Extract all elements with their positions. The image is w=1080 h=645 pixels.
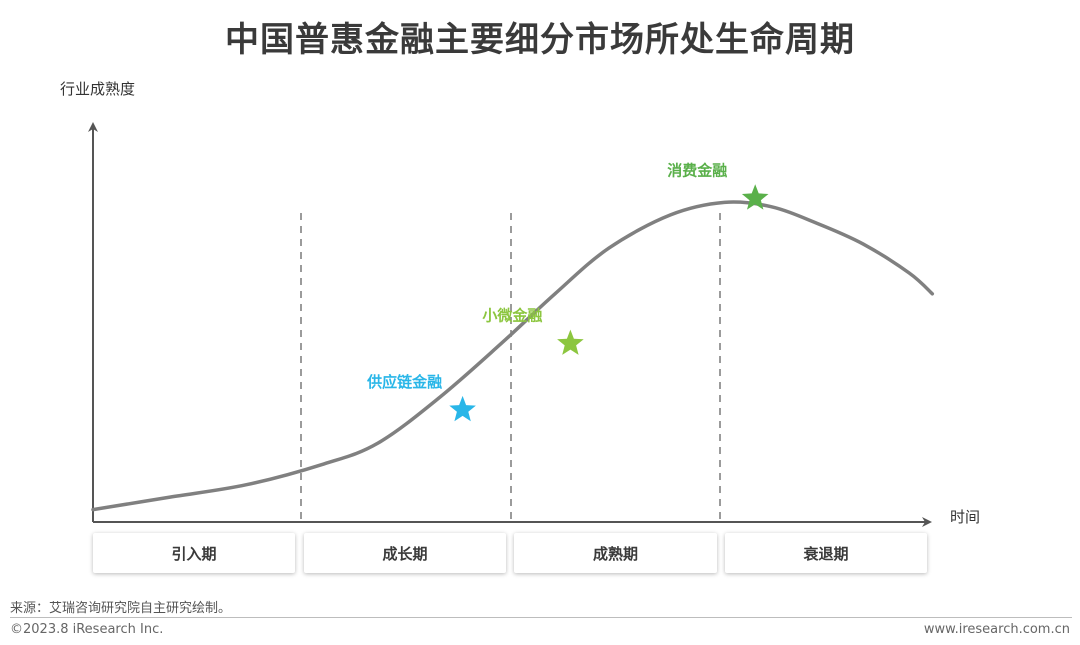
y-axis-label: 行业成熟度 (60, 80, 136, 98)
consumer-finance-label: 消费金融 (667, 161, 727, 179)
stage-introduction: 引入期 (93, 533, 295, 573)
chart-title: 中国普惠金融主要细分市场所处生命周期 (225, 20, 855, 60)
website-link[interactable]: www.iresearch.com.cn (923, 622, 1070, 637)
stage-growth: 成长期 (304, 533, 506, 573)
lifecycle-curve (91, 200, 935, 512)
copyright-text: ©2023.8 iResearch Inc. (10, 622, 164, 637)
micro-finance-label: 小微金融 (482, 307, 542, 325)
stage-maturity: 成熟期 (514, 533, 717, 573)
source-note: 来源：艾瑞咨询研究院自主研究绘制。 (10, 601, 232, 616)
micro-finance-star-icon (557, 329, 584, 355)
segment-markers: 供应链金融 小微金融 消费金融 (366, 161, 769, 422)
footer-divider (10, 617, 1072, 618)
supply-chain-finance-label: 供应链金融 (366, 373, 442, 391)
x-axis-label: 时间 (950, 508, 981, 526)
stage-dividers (300, 213, 721, 521)
supply-chain-finance-star-icon (449, 395, 476, 422)
stage-decline: 衰退期 (725, 533, 927, 573)
consumer-finance-star-icon (741, 184, 769, 210)
